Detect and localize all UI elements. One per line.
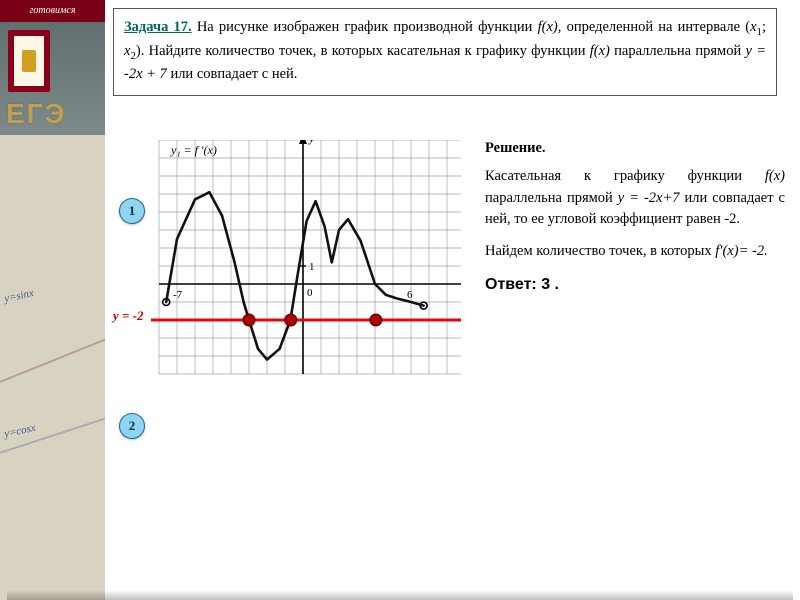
problem-t4: параллельна прямой xyxy=(610,43,746,59)
problem-t5: или совпадает с ней. xyxy=(167,66,298,82)
sidebar-top-tab: готовимся xyxy=(0,0,105,22)
svg-text:0: 0 xyxy=(307,287,313,299)
graph-region: 0xy-761y₁ = f ′(x) y = -2 xyxy=(151,140,461,390)
svg-text:-7: -7 xyxy=(173,289,183,301)
step-1-button[interactable]: 1 xyxy=(119,198,145,224)
svg-text:y: y xyxy=(308,140,315,145)
derivative-graph: 0xy-761y₁ = f ′(x) xyxy=(151,140,461,390)
answer-text: Ответ: 3 . xyxy=(485,273,785,297)
solution-title: Решение. xyxy=(485,138,785,160)
step-2-button[interactable]: 2 xyxy=(119,413,145,439)
sol-p1-1: Касательная к графику функции xyxy=(485,168,765,184)
problem-t3: ). Найдите количество точек, в которых к… xyxy=(136,43,590,59)
problem-statement: Задача 17. На рисунке изображен график п… xyxy=(113,8,777,96)
problem-t1: На рисунке изображен график производной … xyxy=(192,19,538,35)
faux-cos: y=cosx xyxy=(3,422,37,440)
sidebar-paper-bg: y=sinx y=cosx xyxy=(0,135,105,600)
sol-p1-eq: y = -2x+7 xyxy=(618,190,680,206)
problem-fx: f(x) xyxy=(538,19,558,35)
sidebar-book-icon xyxy=(8,30,50,92)
svg-text:6: 6 xyxy=(407,289,413,301)
problem-fx-2: f(x) xyxy=(590,43,610,59)
slide-bottom-shadow xyxy=(7,590,793,600)
sol-p2-eq: f′(x)= -2. xyxy=(715,243,767,259)
sidebar-decor: готовимся ЕГЭ y=sinx y=cosx xyxy=(0,0,105,600)
faux-sin: y=sinx xyxy=(3,287,35,305)
faux-line-1 xyxy=(0,336,105,387)
ege-label: ЕГЭ xyxy=(6,98,66,130)
solution-column: Решение. Касательная к графику функции f… xyxy=(485,138,785,297)
task-label: Задача 17. xyxy=(124,19,192,35)
svg-text:1: 1 xyxy=(309,261,315,273)
sep: ; xyxy=(762,19,766,35)
sol-p2-1: Найдем количество точек, в которых xyxy=(485,243,715,259)
svg-text:y₁ = f ′(x): y₁ = f ′(x) xyxy=(170,143,217,157)
highlight-line-label: y = -2 xyxy=(113,308,144,324)
problem-t2: , определенной на интервале ( xyxy=(558,19,750,35)
sol-p1-fx: f(x) xyxy=(765,168,785,184)
main-content: Задача 17. На рисунке изображен график п… xyxy=(105,0,800,600)
sol-p1-2: параллельна прямой xyxy=(485,190,618,206)
